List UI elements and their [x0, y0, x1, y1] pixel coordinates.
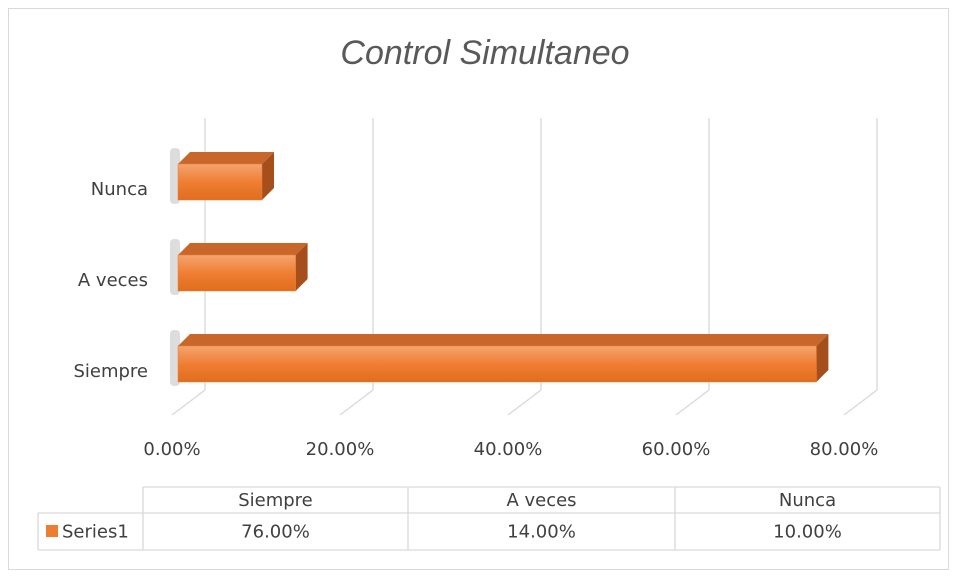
table-value: 14.00% — [507, 522, 576, 543]
table-header: Nunca — [779, 490, 836, 511]
bar — [177, 345, 817, 383]
y-tick-label: A veces — [78, 270, 148, 291]
grid-line — [171, 118, 206, 416]
bar-side — [262, 152, 274, 200]
bar — [177, 163, 263, 201]
bar-top — [178, 152, 274, 164]
legend-swatch — [46, 525, 58, 537]
legend-label: Series1 — [62, 522, 129, 543]
x-tick-label: 40.00% — [474, 439, 543, 460]
x-tick-label: 0.00% — [143, 439, 200, 460]
grid-line — [507, 118, 542, 416]
table-value: 76.00% — [241, 522, 310, 543]
bar-shadow — [170, 330, 180, 386]
bar-side — [816, 334, 829, 382]
grid-line — [843, 118, 878, 416]
x-tick-label: 20.00% — [306, 439, 375, 460]
bar-shadow — [170, 148, 180, 204]
x-tick-label: 80.00% — [810, 439, 879, 460]
grid-line — [675, 118, 710, 416]
bar-top — [178, 334, 829, 346]
y-tick-label: Siempre — [73, 361, 148, 382]
chart-frame — [8, 8, 949, 570]
table-header: A veces — [506, 490, 576, 511]
table-value: 10.00% — [773, 522, 842, 543]
table-lines — [37, 486, 941, 551]
table-header: Siempre — [238, 490, 313, 511]
bar-side — [295, 243, 308, 291]
y-tick-label: Nunca — [91, 179, 148, 200]
bar-top — [178, 243, 308, 255]
bar-shadow — [170, 239, 180, 295]
chart-title: Control Simultaneo — [340, 34, 629, 72]
bar — [177, 254, 296, 292]
x-tick-label: 60.00% — [642, 439, 711, 460]
grid-line — [339, 118, 374, 416]
